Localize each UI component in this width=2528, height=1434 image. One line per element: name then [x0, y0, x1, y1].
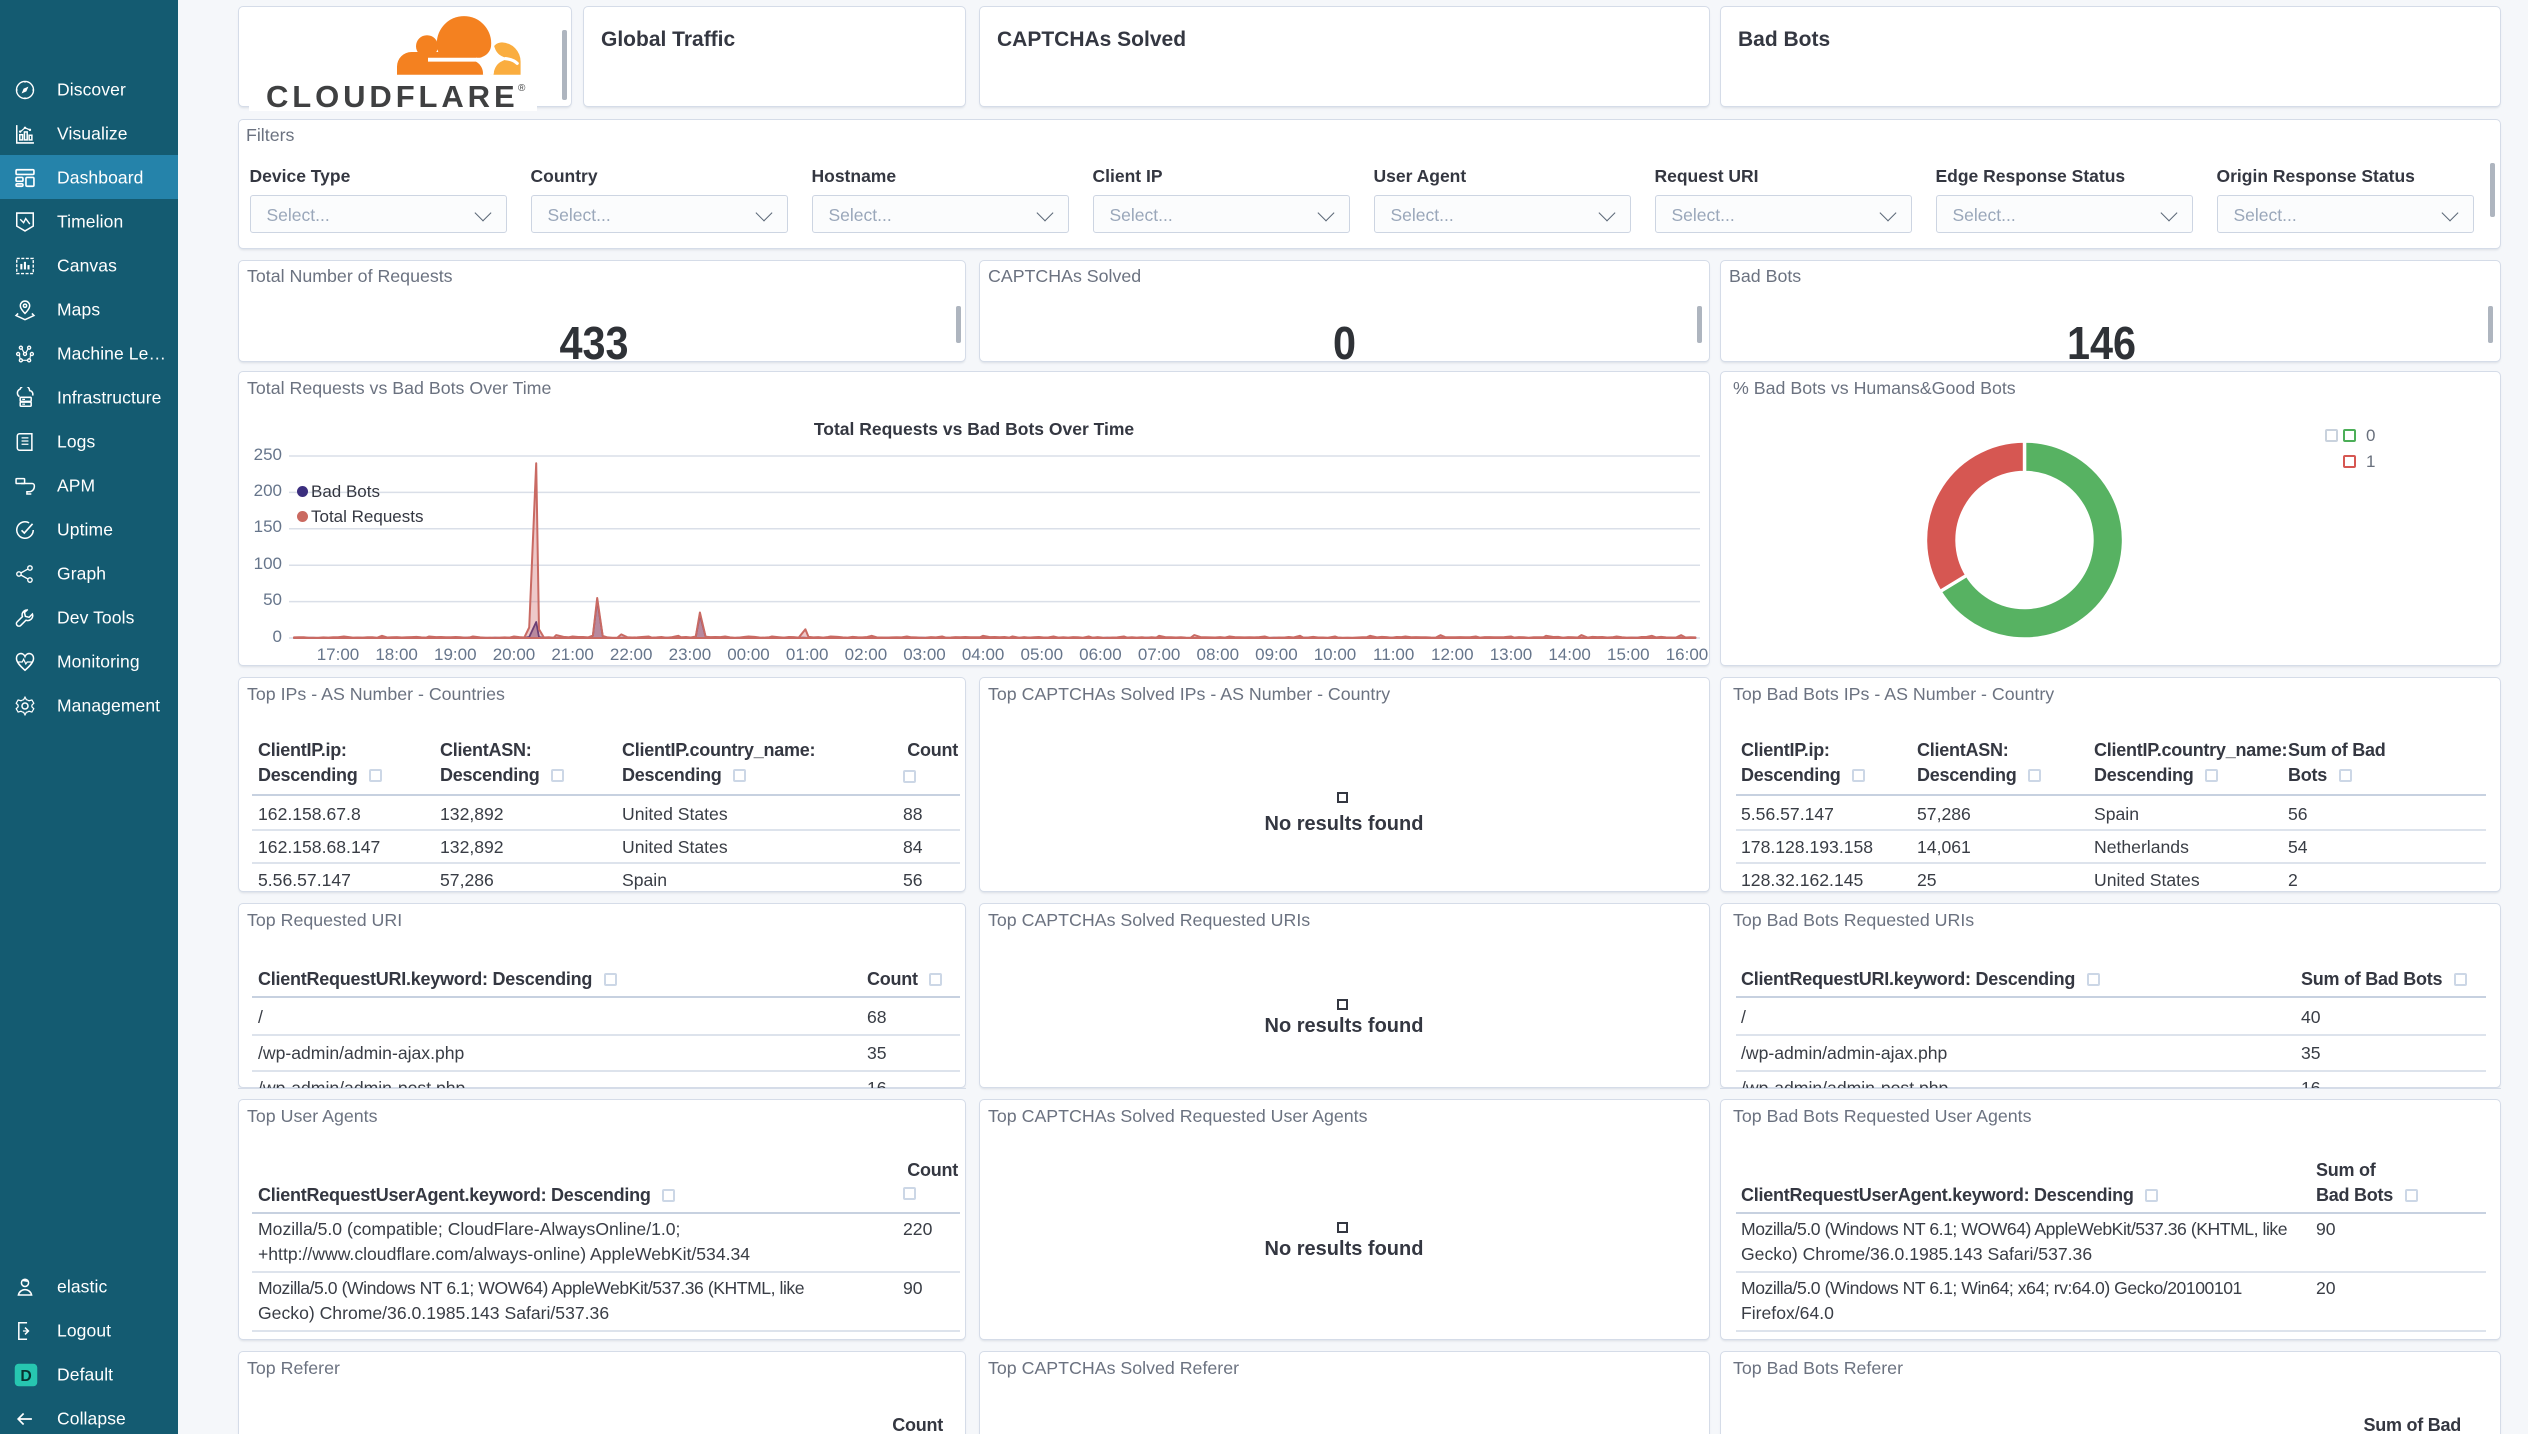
svg-text:D: D — [20, 1368, 31, 1385]
